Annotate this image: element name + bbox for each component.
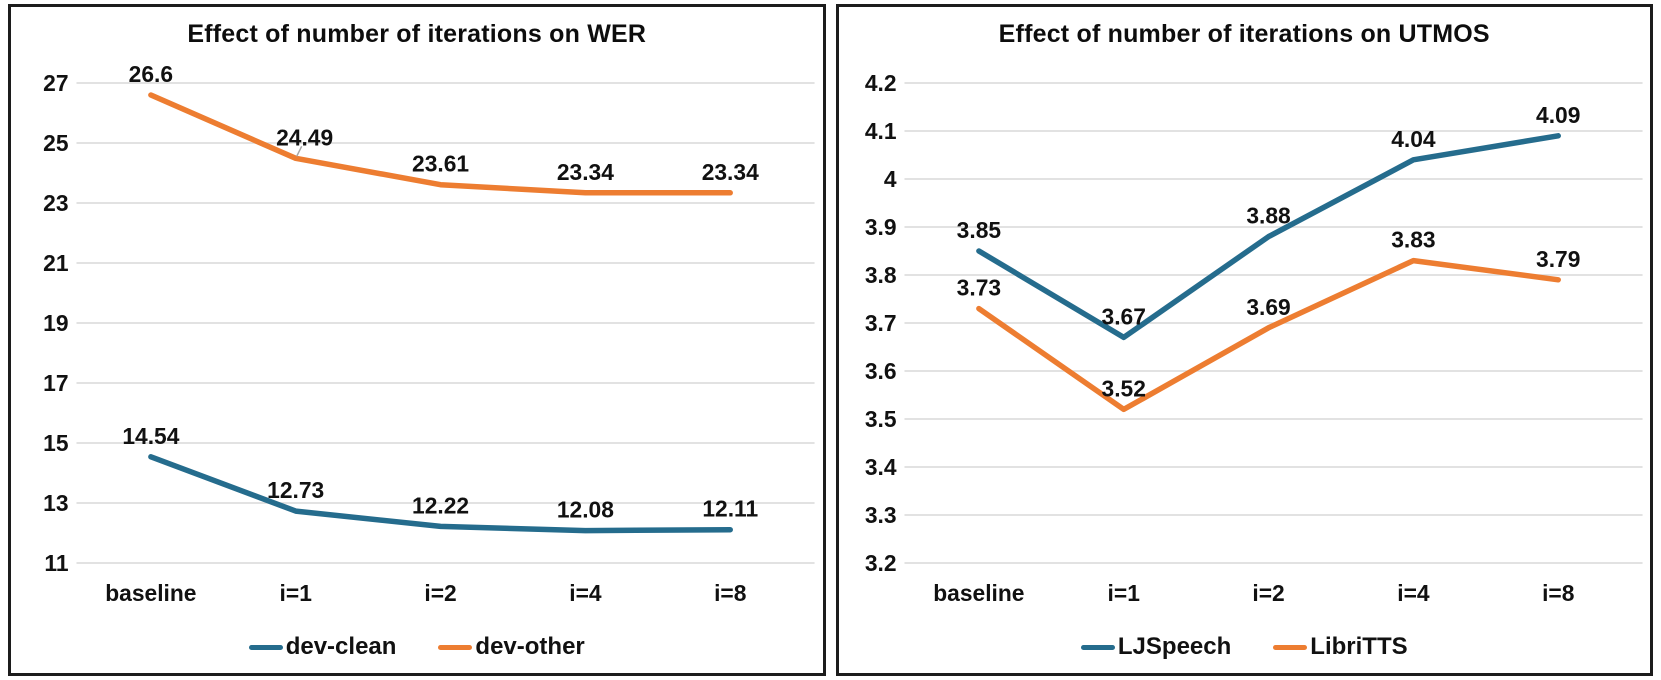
legend-label: LibriTTS — [1310, 633, 1408, 660]
data-label: 24.49 — [276, 124, 333, 150]
legend-label: dev-other — [475, 633, 585, 660]
data-label: 14.54 — [122, 423, 179, 449]
data-label: 3.73 — [956, 275, 1000, 301]
y-tick-label: 21 — [43, 250, 69, 276]
data-label: 23.34 — [702, 159, 759, 185]
utmos-chart-panel: Effect of number of iterations on UTMOS … — [835, 4, 1653, 676]
legend-item-dev-other: dev-other — [438, 633, 585, 661]
data-label: 3.79 — [1536, 246, 1580, 272]
y-tick-label: 17 — [43, 370, 68, 396]
x-tick-label: i=4 — [569, 580, 602, 606]
legend-swatch-dev-clean — [248, 644, 283, 650]
y-tick-label: 25 — [43, 130, 69, 156]
x-tick-label: baseline — [933, 580, 1024, 606]
x-tick-label: i=4 — [1397, 580, 1430, 606]
y-tick-label: 3.8 — [864, 262, 896, 288]
x-tick-label: i=8 — [714, 580, 747, 606]
y-tick-label: 19 — [43, 310, 68, 336]
y-tick-label: 3.7 — [864, 310, 896, 336]
data-label: 26.6 — [129, 61, 173, 87]
series-line-dev-clean — [148, 454, 733, 534]
wer-chart-title: Effect of number of iterations on WER — [187, 20, 647, 48]
legend-item-dev-clean: dev-clean — [248, 633, 397, 661]
x-tick-label: i=2 — [1252, 580, 1284, 606]
utmos-chart-legend: LJSpeech LibriTTS — [839, 621, 1651, 673]
wer-chart-plot: 27 25 23 21 19 17 15 13 11 baseline i=1 i=2 i=4 i=8 14… — [43, 61, 815, 606]
y-tick-label: 3.2 — [864, 550, 896, 576]
data-label: 23.34 — [557, 159, 614, 185]
data-label: 3.69 — [1246, 294, 1290, 320]
data-label: 23.61 — [412, 151, 469, 177]
y-tick-label: 3.3 — [864, 502, 896, 528]
data-label: 12.22 — [412, 492, 469, 518]
data-label: 3.52 — [1101, 375, 1145, 401]
y-tick-label: 3.6 — [864, 358, 896, 384]
series-line-LJSpeech — [975, 133, 1561, 341]
data-label: 3.67 — [1101, 303, 1145, 329]
utmos-chart-plot: 4.2 4.1 4 3.9 3.8 3.7 3.6 3.5 3.4 3.3 3.2 baseline i… — [864, 70, 1643, 606]
data-label: 3.83 — [1391, 227, 1435, 253]
utmos-chart-title: Effect of number of iterations on UTMOS — [998, 20, 1490, 48]
data-label: 4.04 — [1391, 126, 1436, 152]
label-leader-line — [296, 145, 303, 157]
series-line-dev-other — [148, 92, 733, 196]
legend-item-LJSpeech: LJSpeech — [1080, 633, 1232, 661]
data-label: 12.08 — [557, 497, 614, 523]
y-tick-label: 23 — [43, 190, 68, 216]
legend-swatch-LJSpeech — [1080, 644, 1115, 650]
data-label: 3.85 — [956, 217, 1001, 243]
y-tick-label: 11 — [44, 550, 68, 576]
y-tick-label: 27 — [43, 70, 68, 96]
x-tick-label: baseline — [105, 580, 196, 606]
x-tick-label: i=1 — [1107, 580, 1140, 606]
data-label: 12.11 — [702, 496, 758, 522]
y-tick-label: 4.1 — [864, 118, 896, 144]
y-tick-label: 3.5 — [864, 406, 896, 432]
data-label: 4.09 — [1536, 102, 1580, 128]
x-tick-label: i=8 — [1542, 580, 1575, 606]
legend-swatch-LibriTTS — [1273, 644, 1308, 650]
data-label: 12.73 — [267, 477, 324, 503]
wer-chart-panel: Effect of number of iterations on WER 27… — [8, 4, 826, 676]
y-tick-label: 3.4 — [864, 454, 896, 480]
data-label: 3.88 — [1246, 203, 1291, 229]
y-tick-label: 4.2 — [864, 70, 896, 96]
y-tick-label: 13 — [43, 490, 68, 516]
series-line-LibriTTS — [975, 257, 1561, 413]
legend-item-LibriTTS: LibriTTS — [1273, 633, 1408, 661]
wer-chart-legend: dev-clean dev-other — [11, 621, 823, 673]
y-tick-label: 15 — [43, 430, 69, 456]
x-tick-label: i=2 — [424, 580, 456, 606]
y-tick-label: 4 — [883, 166, 896, 192]
y-tick-label: 3.9 — [864, 214, 896, 240]
legend-swatch-dev-other — [438, 644, 473, 650]
legend-label: dev-clean — [285, 633, 397, 660]
x-tick-label: i=1 — [280, 580, 313, 606]
legend-label: LJSpeech — [1117, 633, 1232, 660]
